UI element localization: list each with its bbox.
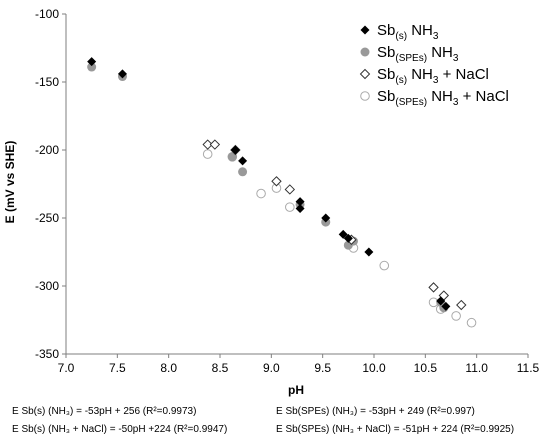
data-point bbox=[202, 139, 213, 150]
legend-label-part: (SPEs) bbox=[395, 97, 427, 108]
data-point bbox=[456, 299, 467, 311]
x-tick-label: 9.5 bbox=[314, 361, 331, 375]
data-point bbox=[343, 233, 353, 243]
x-tick-label: 10.5 bbox=[414, 361, 438, 375]
y-tick-label: -100 bbox=[35, 7, 59, 21]
legend-label: Sb(SPEs) NH3 bbox=[377, 44, 459, 64]
data-point bbox=[238, 156, 248, 166]
data-point bbox=[436, 296, 446, 306]
data-point bbox=[285, 202, 295, 212]
y-tick-label: -350 bbox=[35, 347, 59, 361]
axes bbox=[62, 13, 529, 358]
legend-marker bbox=[360, 47, 370, 57]
y-tick-label: -150 bbox=[35, 75, 59, 89]
equation-sb-s-nh3-nacl: E Sb(s) (NH₃ + NaCl) = -50pH +224 (R²=0.… bbox=[12, 424, 228, 435]
legend-label-part: Sb bbox=[377, 66, 395, 83]
equation-sb-spes-nh3-nacl: E Sb(SPEs) (NH₃ + NaCl) = -51pH + 224 (R… bbox=[276, 424, 515, 435]
legend-label-part: NH bbox=[407, 22, 433, 39]
x-tick-label: 7.5 bbox=[109, 361, 126, 375]
data-point bbox=[256, 188, 266, 199]
legend-label-part: (s) bbox=[395, 31, 407, 42]
legend-label: Sb(s) NH3 + NaCl bbox=[377, 66, 489, 86]
data-point bbox=[227, 152, 237, 162]
x-tick-label: 11.5 bbox=[517, 361, 540, 375]
legend-marker bbox=[359, 68, 371, 80]
data-point bbox=[271, 176, 282, 187]
legend-label-part: (SPEs) bbox=[395, 53, 427, 64]
legend-label: Sb(s) NH3 bbox=[377, 22, 439, 42]
data-point bbox=[338, 229, 348, 239]
x-tick-label: 8.0 bbox=[160, 361, 177, 375]
data-point bbox=[441, 301, 451, 311]
x-tick-label: 9.0 bbox=[263, 361, 280, 375]
y-tick-label: -250 bbox=[35, 211, 59, 225]
y-axis-label: E (mV vs SHE) bbox=[3, 141, 17, 224]
data-point bbox=[428, 282, 439, 293]
legend-label-part: Sb bbox=[377, 44, 395, 61]
legend-label-part: 3 bbox=[453, 97, 459, 108]
legend-label-part: Sb bbox=[377, 22, 395, 39]
data-point bbox=[230, 145, 240, 155]
tick-labels: 7.0 7.5 8.0 8.5 9.0 9.5 10.0 10.5 11.0 11.5 -100 -1… bbox=[35, 7, 540, 375]
data-point bbox=[295, 203, 305, 213]
legend-label-part: Sb bbox=[377, 88, 395, 105]
x-tick-label: 8.5 bbox=[212, 361, 229, 375]
legend-label-part: 3 bbox=[433, 31, 439, 42]
data-point bbox=[321, 213, 331, 223]
x-axis-label: pH bbox=[288, 383, 304, 397]
legend-label-part: NH bbox=[427, 88, 453, 105]
x-tick-label: 10.0 bbox=[362, 361, 386, 375]
data-point bbox=[284, 184, 296, 195]
data-point bbox=[117, 69, 127, 79]
data-point bbox=[295, 197, 305, 207]
legend-label-part: + NaCl bbox=[458, 88, 508, 105]
data-point bbox=[364, 247, 374, 257]
y-tick-label: -200 bbox=[35, 143, 59, 157]
legend-label-part: NH bbox=[407, 66, 433, 83]
data-points bbox=[87, 57, 477, 328]
legend-marker bbox=[360, 91, 370, 101]
data-point bbox=[466, 317, 477, 328]
data-point bbox=[379, 260, 390, 271]
x-tick-label: 7.0 bbox=[58, 361, 75, 375]
legend-label-part: (s) bbox=[395, 75, 407, 86]
legend-marker bbox=[360, 25, 370, 35]
y-tick-label: -300 bbox=[35, 279, 59, 293]
equation-sb-s-nh3: E Sb(s) (NH₃) = -53pH + 256 (R²=0.9973) bbox=[12, 406, 197, 417]
data-point bbox=[202, 149, 213, 159]
x-tick-label: 11.0 bbox=[465, 361, 488, 375]
legend-label-part: 3 bbox=[453, 53, 459, 64]
data-point bbox=[87, 57, 97, 67]
data-point bbox=[209, 139, 221, 150]
legend-label: Sb(SPEs) NH3 + NaCl bbox=[377, 88, 509, 108]
data-point bbox=[87, 62, 97, 72]
equation-sb-spes-nh3: E Sb(SPEs) (NH₃) = -53pH + 249 (R²=0.997… bbox=[276, 406, 475, 417]
legend-label-part: 3 bbox=[433, 75, 439, 86]
legend-label-part: NH bbox=[427, 44, 453, 61]
data-point bbox=[238, 167, 248, 177]
data-point bbox=[451, 311, 461, 321]
legend-label-part: + NaCl bbox=[438, 66, 488, 83]
